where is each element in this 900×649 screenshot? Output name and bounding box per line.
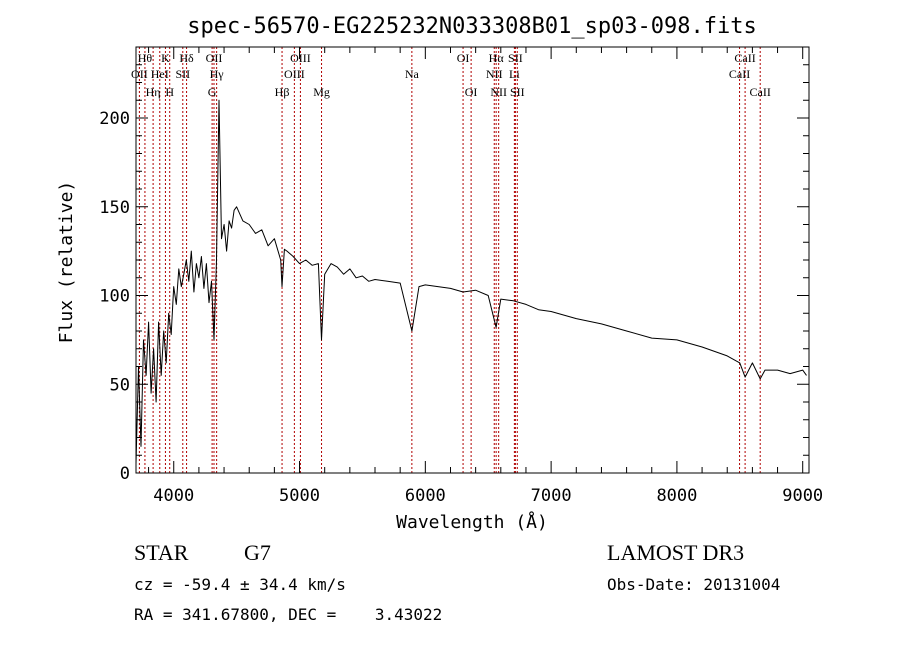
spectral-line-label: Li	[509, 67, 520, 81]
spectrum-series-line	[135, 99, 807, 465]
class-label: STAR	[134, 540, 189, 565]
x-axis-label: Wavelength (Å)	[396, 511, 548, 533]
spectral-line-label: Hγ	[210, 67, 225, 81]
spectral-line-label: OI	[457, 51, 470, 65]
spectral-line-label: NII	[486, 67, 503, 81]
spectral-line-label: Hδ	[179, 51, 194, 65]
spectral-line-label: SII	[510, 85, 525, 99]
y-tick-label: 200	[99, 109, 130, 129]
spectral-line-label: OII	[131, 67, 148, 81]
survey-label: LAMOST DR3	[607, 540, 744, 565]
spectral-line-label: OIII	[290, 51, 311, 65]
spectral-line-label: Hθ	[138, 51, 153, 65]
spectral-line-label: CaII	[750, 85, 771, 99]
plot-frame	[135, 46, 810, 474]
spectral-line-label: SII	[175, 67, 190, 81]
subclass-label: G7	[244, 540, 271, 565]
y-tick-label: 150	[99, 198, 130, 218]
spectral-line-label: Hβ	[275, 85, 290, 99]
x-axis-ticks: 4000 5000 6000 7000 8000 9000	[148, 47, 823, 506]
spectral-line-label: CaII	[734, 51, 755, 65]
chart-title: spec-56570-EG225232N033308B01_sp03-098.f…	[187, 14, 757, 39]
line-markers	[138, 47, 761, 473]
radec-text: RA = 341.67800, DEC = 3.43022	[134, 605, 442, 624]
spectral-line-label: H	[165, 85, 174, 99]
spectral-line-label: G	[208, 85, 217, 99]
spectral-line-label: CaII	[729, 67, 750, 81]
y-axis-ticks: 0 50 100 150 200	[99, 64, 809, 484]
x-tick-label: 5000	[279, 486, 320, 506]
spectral-line-label: K	[161, 51, 170, 65]
x-tick-label: 6000	[405, 486, 446, 506]
x-tick-label: 7000	[531, 486, 572, 506]
x-tick-label: 9000	[782, 486, 823, 506]
spectral-line-label: HeI	[151, 67, 169, 81]
y-tick-label: 0	[120, 464, 130, 484]
obs-date-text: Obs-Date: 20131004	[607, 575, 780, 594]
y-axis-label: Flux (relative)	[56, 181, 77, 344]
spectral-line-label: Na	[405, 67, 420, 81]
line-labels: OIIHθHηHeIKHSIIHδGOIIHγHβOIIIOIIIMgNaOIO…	[131, 51, 771, 99]
spectral-line-label: NII	[490, 85, 507, 99]
spectral-line-label: Mg	[313, 85, 330, 99]
spectral-line-label: Hη	[146, 85, 161, 99]
y-tick-label: 100	[99, 287, 130, 307]
spectral-line-label: OI	[465, 85, 478, 99]
x-tick-label: 4000	[153, 486, 194, 506]
spectral-line-label: Hα	[489, 51, 505, 65]
spectral-line-label: OIII	[284, 67, 305, 81]
spectral-line-label: SII	[508, 51, 523, 65]
redshift-text: cz = -59.4 ± 34.4 km/s	[134, 575, 346, 594]
x-tick-label: 8000	[656, 486, 697, 506]
spectral-line-label: OII	[206, 51, 223, 65]
y-tick-label: 50	[110, 375, 130, 395]
